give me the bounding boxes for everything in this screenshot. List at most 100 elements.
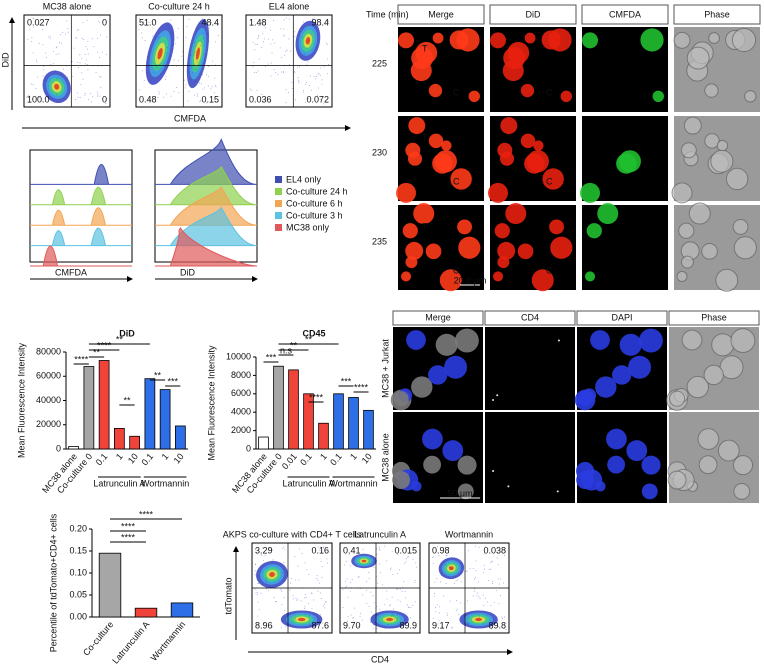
event-dot — [460, 602, 462, 604]
event-dot — [456, 600, 458, 602]
event-dot — [316, 75, 318, 77]
event-dot — [362, 548, 364, 550]
significance-label: **** — [354, 382, 369, 392]
event-dot — [319, 67, 321, 69]
event-dot — [258, 25, 260, 27]
event-dot — [191, 71, 193, 73]
legend-swatch — [275, 200, 282, 207]
x-tick-label: 0.1 — [140, 451, 156, 467]
event-dot — [101, 51, 103, 53]
cell — [428, 83, 443, 98]
event-dot — [322, 622, 324, 624]
event-dot — [482, 623, 484, 625]
y-axis-label: tdTomato — [223, 577, 233, 614]
cell — [398, 32, 414, 49]
event-dot — [475, 560, 477, 562]
histogram-curve — [30, 186, 132, 206]
event-dot — [99, 22, 101, 24]
event-dot — [188, 18, 190, 20]
density-contour — [386, 617, 394, 622]
cell — [442, 440, 464, 461]
event-dot — [208, 21, 210, 23]
event-dot — [404, 562, 406, 564]
event-dot — [303, 27, 305, 29]
event-dot — [497, 578, 499, 580]
event-dot — [166, 47, 168, 49]
event-dot — [305, 626, 307, 628]
event-dot — [392, 613, 394, 615]
event-dot — [493, 601, 495, 603]
event-dot — [436, 604, 438, 606]
event-dot — [324, 607, 326, 609]
event-dot — [263, 622, 265, 624]
event-dot — [403, 580, 405, 582]
event-dot — [138, 89, 140, 91]
quadrant-value: 3.29 — [255, 545, 273, 555]
event-dot — [399, 601, 401, 603]
bar — [114, 427, 125, 450]
event-dot — [321, 566, 323, 568]
event-dot — [171, 25, 173, 27]
bar — [144, 378, 156, 450]
event-dot — [320, 592, 322, 594]
cell — [680, 142, 697, 159]
micrograph — [582, 205, 668, 290]
event-dot — [491, 583, 493, 585]
event-dot — [374, 624, 376, 626]
event-dot — [270, 29, 272, 31]
event-dot — [208, 75, 210, 77]
event-dot — [285, 102, 287, 104]
event-dot — [482, 594, 484, 596]
event-dot — [200, 83, 202, 85]
event-dot — [294, 72, 296, 74]
cell — [457, 483, 474, 500]
event-dot — [283, 28, 285, 30]
cell-label: T — [422, 221, 428, 231]
event-dot — [32, 17, 34, 19]
event-dot — [188, 90, 190, 92]
event-dot — [503, 628, 505, 630]
event-dot — [207, 33, 209, 35]
scale-label: 20.0 μm — [454, 275, 487, 285]
event-dot — [372, 624, 374, 626]
event-dot — [315, 625, 317, 627]
event-dot — [435, 607, 437, 609]
event-dot — [442, 626, 444, 628]
cell — [703, 364, 724, 386]
event-dot — [31, 37, 33, 39]
event-dot — [269, 548, 271, 550]
event-dot — [141, 37, 143, 39]
event-dot — [324, 550, 326, 552]
event-dot — [265, 579, 267, 581]
event-dot — [496, 557, 498, 559]
event-dot — [208, 65, 210, 67]
event-dot — [379, 563, 381, 565]
event-dot — [41, 28, 43, 30]
event-dot — [170, 19, 172, 21]
event-dot — [265, 65, 267, 67]
event-dot — [484, 568, 486, 570]
cell — [711, 333, 735, 357]
event-dot — [81, 72, 83, 74]
event-dot — [273, 19, 275, 21]
event-dot — [289, 589, 291, 591]
event-dot — [444, 562, 446, 564]
channel-header-bg — [673, 4, 761, 25]
channel-header-bg — [581, 4, 669, 25]
event-dot — [359, 612, 361, 614]
x-tick-label: 10 — [126, 451, 140, 465]
event-dot — [149, 45, 151, 47]
event-dot — [214, 85, 216, 87]
event-dot — [252, 42, 254, 44]
cell — [408, 117, 426, 135]
event-dot — [474, 578, 476, 580]
event-dot — [346, 620, 348, 622]
cell — [550, 236, 573, 259]
cell — [441, 140, 452, 151]
event-dot — [273, 42, 275, 44]
event-dot — [86, 19, 88, 21]
event-dot — [252, 66, 254, 68]
event-dot — [58, 53, 60, 55]
cell — [698, 455, 718, 475]
x-axis-label: CMFDA — [174, 113, 206, 123]
